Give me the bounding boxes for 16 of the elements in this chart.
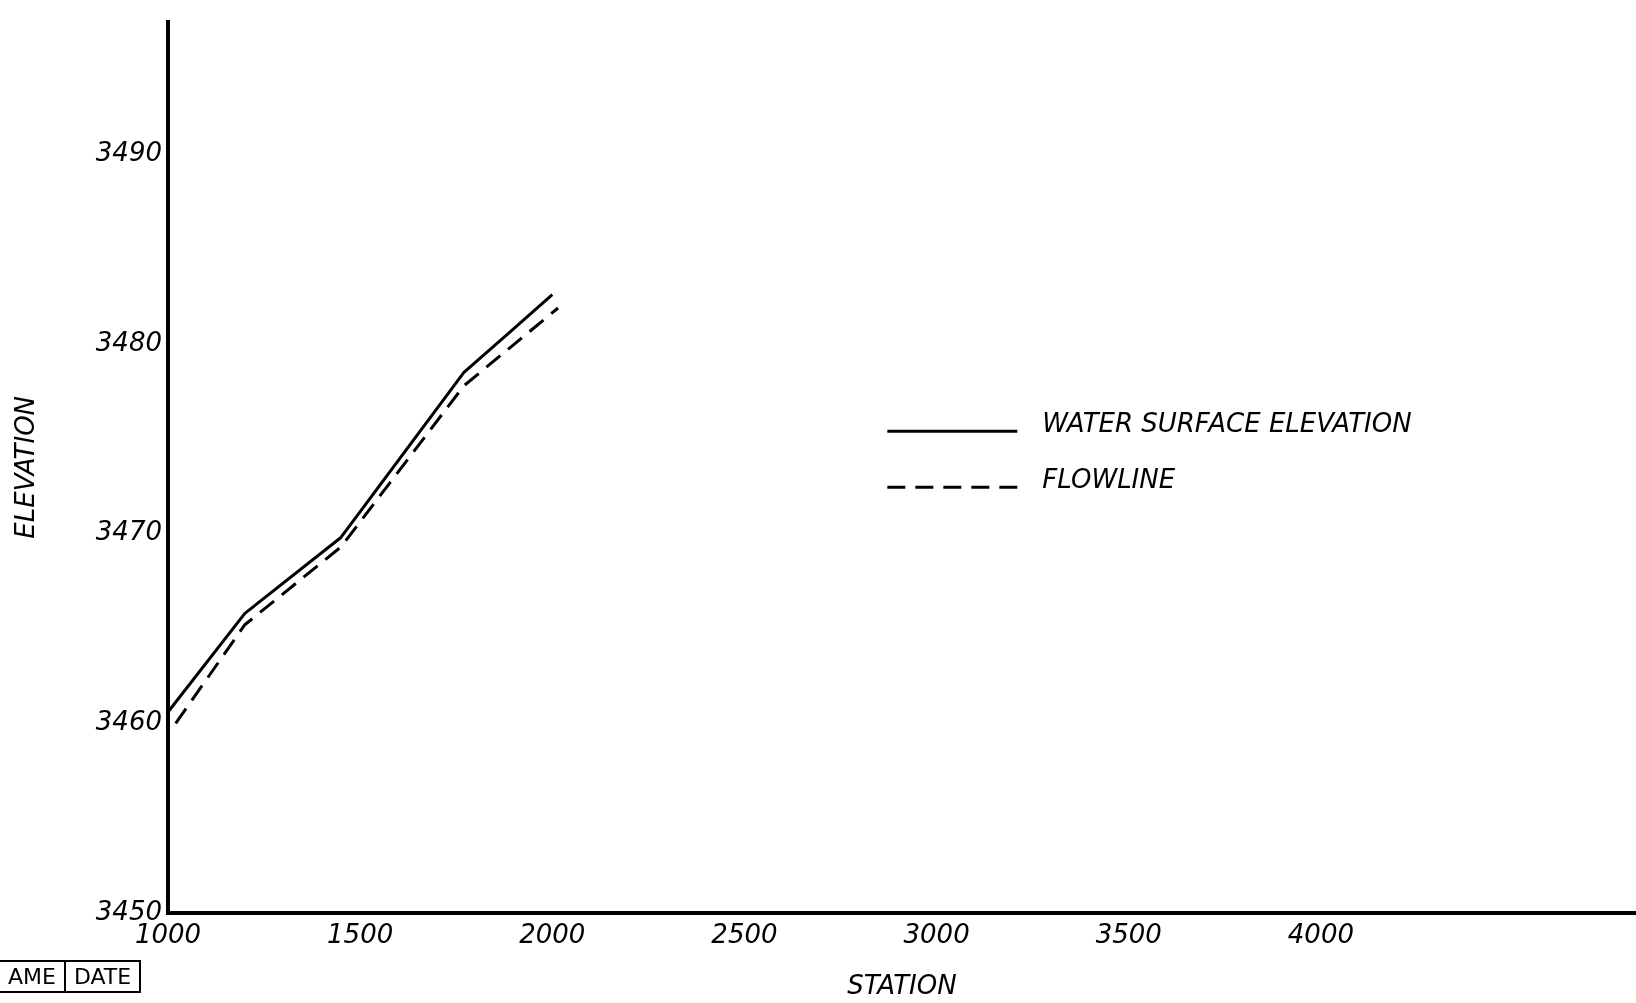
- x-tick-label: 1500: [327, 919, 394, 950]
- y-tick-label: 3480: [95, 326, 162, 357]
- y-tick-label: 3490: [95, 137, 162, 168]
- x-axis-title: STATION: [847, 970, 957, 1001]
- x-tick-label: 2000: [519, 919, 586, 950]
- y-tick-label: 3470: [95, 516, 162, 547]
- y-axis-title: ELEVATION: [10, 395, 41, 539]
- text: DATE: [64, 961, 141, 992]
- x-tick-label: 2500: [711, 919, 778, 950]
- x-tick-label: 4000: [1287, 919, 1354, 950]
- x-tick-label: 3000: [903, 919, 970, 950]
- legend-label: FLOWLINE: [1042, 464, 1176, 495]
- legend-label: WATER SURFACE ELEVATION: [1042, 408, 1412, 439]
- x-tick-label: 3500: [1095, 919, 1162, 950]
- text: AME: [0, 961, 65, 992]
- y-tick-label: 3460: [95, 706, 162, 737]
